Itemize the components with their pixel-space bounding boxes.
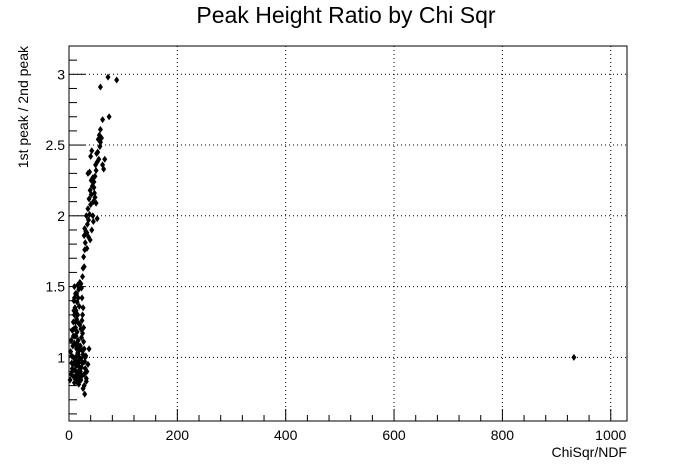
data-point	[96, 155, 102, 163]
data-point	[99, 134, 105, 142]
grid-layer	[68, 46, 627, 421]
x-tick-label: 1000	[595, 427, 626, 443]
data-point	[90, 217, 96, 225]
data-point	[79, 294, 85, 302]
data-point	[82, 390, 88, 398]
y-tick-label: 2	[57, 208, 65, 224]
data-point	[84, 367, 90, 375]
data-point	[70, 332, 76, 340]
data-point	[78, 280, 84, 288]
data-point	[67, 376, 73, 384]
x-axis-title: ChiSqr/NDF	[552, 444, 627, 460]
data-point	[102, 155, 108, 163]
data-point	[100, 116, 106, 124]
data-point	[86, 216, 92, 224]
data-point	[71, 283, 77, 291]
data-point	[74, 339, 80, 347]
data-point	[82, 353, 88, 361]
data-point	[97, 125, 103, 133]
data-point	[114, 76, 120, 84]
data-point	[88, 176, 94, 184]
x-tick-label: 600	[382, 427, 406, 443]
data-point	[81, 263, 87, 271]
data-point	[89, 226, 95, 234]
data-point	[94, 215, 100, 223]
data-point	[84, 244, 90, 252]
data-point	[69, 352, 75, 360]
data-point	[89, 147, 95, 155]
data-point	[92, 193, 98, 201]
data-point	[80, 304, 86, 312]
y-tick-label: 1.5	[46, 279, 66, 295]
data-point	[86, 345, 92, 353]
y-tick-label: 1	[57, 349, 65, 365]
data-point	[90, 212, 96, 220]
x-tick-label: 200	[166, 427, 190, 443]
data-point	[76, 302, 82, 310]
tick-layer: 0 200 400 600 800 1000 1 1.5 2 2.5 3	[46, 59, 627, 443]
data-point	[71, 339, 77, 347]
y-axis-title: 1st peak / 2nd peak	[15, 45, 31, 168]
data-point	[86, 195, 92, 203]
points-layer	[67, 73, 577, 398]
data-point	[81, 338, 87, 346]
plot-frame	[68, 45, 628, 422]
data-point	[83, 377, 89, 385]
data-point	[79, 317, 85, 325]
data-point	[71, 307, 77, 315]
y-tick-label: 2.5	[46, 137, 66, 153]
data-point	[106, 113, 112, 121]
data-point	[81, 345, 87, 353]
data-point	[82, 239, 88, 247]
data-point	[101, 165, 107, 173]
data-point	[81, 253, 87, 261]
data-point	[69, 326, 75, 334]
data-point	[70, 318, 76, 326]
data-point	[85, 169, 91, 177]
data-point	[87, 186, 93, 194]
data-point	[93, 199, 99, 207]
data-point	[72, 358, 78, 366]
data-point	[88, 152, 94, 160]
data-point	[81, 324, 87, 332]
chart-title: Peak Height Ratio by Chi Sqr	[196, 2, 495, 28]
data-point	[91, 184, 97, 192]
y-tick-label: 3	[57, 66, 65, 82]
data-point	[68, 336, 74, 344]
data-point	[82, 225, 88, 233]
data-point	[80, 311, 86, 319]
data-point	[95, 148, 101, 156]
data-point	[71, 294, 77, 302]
data-point	[85, 360, 91, 368]
data-point	[87, 236, 93, 244]
data-point	[85, 205, 91, 213]
data-point	[105, 73, 111, 81]
data-point	[80, 273, 86, 281]
x-tick-label: 0	[65, 427, 73, 443]
data-point	[93, 167, 99, 175]
data-point	[571, 353, 577, 361]
data-point	[77, 321, 83, 329]
data-point	[81, 382, 87, 390]
data-point	[75, 373, 81, 381]
x-tick-label: 800	[491, 427, 515, 443]
data-point	[97, 83, 103, 91]
x-tick-label: 400	[274, 427, 298, 443]
